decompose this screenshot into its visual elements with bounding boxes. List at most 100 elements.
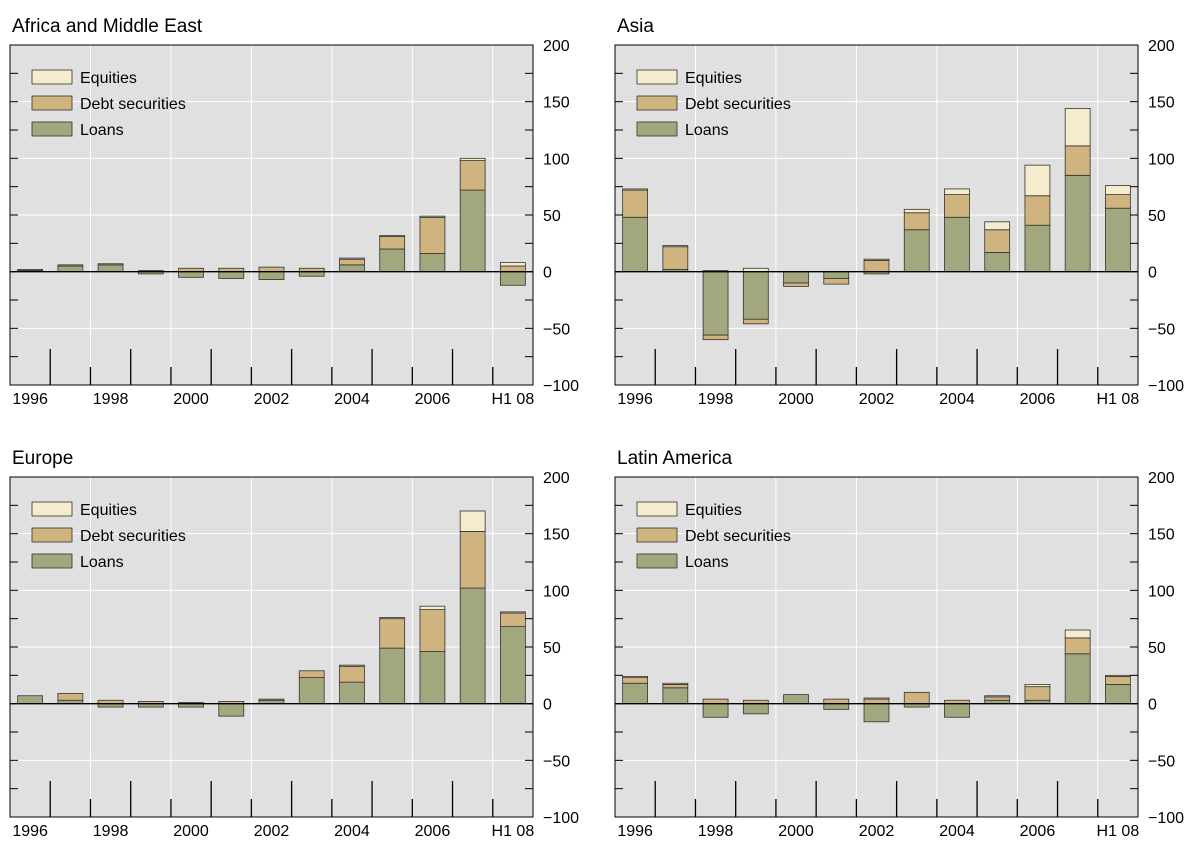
bar-segment-loans <box>944 216 970 273</box>
bar-segment-debt-securities <box>97 263 124 266</box>
bar-segment-loans <box>662 687 689 705</box>
bar-segment-debt-securities <box>17 268 43 271</box>
y-tick-label: 50 <box>543 208 561 225</box>
x-tick-label: 2000 <box>173 823 209 840</box>
bar-segment-equities <box>622 188 648 191</box>
bar-segment-debt-securities <box>662 246 689 270</box>
legend-label-debt-securities: Debt securities <box>685 528 791 545</box>
bar-segment-debt-securities <box>1064 145 1091 176</box>
y-tick-label: −100 <box>1148 810 1184 827</box>
chart-asia: Asia −100 −50 0 50 100 150 200 1996 1998 2000 2002… <box>605 0 1184 410</box>
legend-label-equities: Equities <box>80 502 137 519</box>
y-tick-label: 100 <box>1148 151 1175 168</box>
y-tick-label: 100 <box>543 151 570 168</box>
legend-swatch-loans <box>31 121 73 137</box>
legend-label-debt-securities: Debt securities <box>80 528 186 545</box>
bar-segment-loans <box>1064 174 1091 273</box>
x-tick-label: 2002 <box>859 823 895 840</box>
bar-segment-equities <box>1024 164 1051 197</box>
bar-segment-debt-securities <box>783 282 809 287</box>
bar-segment-debt-securities <box>339 665 365 683</box>
bar-segment-debt-securities <box>500 612 526 627</box>
bar-segment-debt-securities <box>459 531 486 589</box>
bar-segment-loans <box>500 626 526 705</box>
bar-segment-loans <box>944 703 970 718</box>
bar-segment-loans <box>218 271 245 279</box>
bar-segment-debt-securities <box>57 693 84 701</box>
bar-segment-equities <box>500 262 526 267</box>
y-tick-label: −100 <box>543 810 579 827</box>
bar-segment-equities <box>662 245 689 248</box>
bar-segment-loans <box>622 682 648 705</box>
bar-segment-debt-securities <box>1064 637 1091 655</box>
bar-segment-loans <box>17 695 43 705</box>
bar-segment-loans <box>339 681 365 705</box>
y-tick-label: 200 <box>1148 470 1175 487</box>
bar-segment-loans <box>1105 683 1131 705</box>
bar-segment-loans <box>742 703 769 715</box>
bar-segment-loans <box>57 265 84 273</box>
legend-label-equities: Equities <box>685 502 742 519</box>
bar-segment-loans <box>419 253 446 273</box>
bar-segment-debt-securities <box>622 189 648 218</box>
bar-segment-debt-securities <box>500 265 526 273</box>
bar-segment-debt-securities <box>944 194 970 218</box>
bar-segment-loans <box>903 229 930 273</box>
bar-segment-loans <box>702 703 729 718</box>
bar-segment-equities <box>419 605 446 610</box>
chart-svg: −100 −50 0 50 100 150 200 1996 1998 2000 2002 2004 2… <box>614 38 1184 408</box>
bar-segment-equities <box>1105 674 1131 677</box>
bar-segment-equities <box>1064 108 1091 147</box>
bar-segment-equities <box>339 664 365 667</box>
bar-segment-equities <box>500 611 526 614</box>
legend-swatch-loans <box>636 121 678 137</box>
x-tick-label: 2006 <box>415 823 451 840</box>
x-tick-label: 2006 <box>1020 391 1056 408</box>
y-tick-label: 150 <box>1148 95 1175 112</box>
bar-segment-loans <box>702 271 729 336</box>
x-tick-label: 1996 <box>12 391 48 408</box>
chart-latin-america: Latin America −100 −50 0 50 100 150 200 1996 199… <box>605 432 1184 842</box>
legend-swatch-equities <box>31 69 73 85</box>
y-tick-label: 200 <box>543 470 570 487</box>
bar-segment-debt-securities <box>1105 194 1131 209</box>
legend-swatch-loans <box>31 553 73 569</box>
bar-segment-loans <box>97 264 124 273</box>
x-tick-label: 2002 <box>859 391 895 408</box>
bar-segment-loans <box>1105 207 1131 273</box>
bar-segment-equities <box>419 215 446 218</box>
bar-segment-loans <box>984 251 1011 273</box>
y-tick-label: −100 <box>543 378 579 395</box>
bar-segment-equities <box>339 257 365 260</box>
y-tick-label: −100 <box>1148 378 1184 395</box>
bar-segment-loans <box>863 703 890 723</box>
chart-svg: −100 −50 0 50 100 150 200 1996 1998 2000 2002 2004 2… <box>9 470 579 840</box>
legend-label-loans: Loans <box>80 122 124 139</box>
bar-segment-debt-securities <box>379 236 406 250</box>
bar-segment-equities <box>622 676 648 678</box>
legend-swatch-debt-securities <box>31 527 73 543</box>
bar-segment-loans <box>459 587 486 705</box>
y-tick-label: 0 <box>1148 265 1157 282</box>
chart-title: Latin America <box>617 448 733 469</box>
bar-segment-loans <box>298 677 325 705</box>
bar-segment-loans <box>459 189 486 273</box>
chart-africa-middle-east: Africa and Middle East −100 −50 0 50 100 150 2… <box>0 0 579 410</box>
legend-swatch-debt-securities <box>636 527 678 543</box>
chart-europe: Europe −100 −50 0 50 100 150 200 1996 1998 2000 20… <box>0 432 579 842</box>
bar-segment-loans <box>1024 224 1051 273</box>
x-tick-label: 1998 <box>698 391 734 408</box>
y-tick-label: −50 <box>543 321 570 338</box>
y-tick-label: 50 <box>1148 640 1166 657</box>
bar-segment-debt-securities <box>1105 676 1131 685</box>
x-tick-label: 2006 <box>1020 823 1056 840</box>
bar-segment-debt-securities <box>57 264 84 267</box>
bar-segment-debt-securities <box>863 259 890 273</box>
x-tick-label: 2002 <box>254 823 290 840</box>
legend-swatch-debt-securities <box>636 95 678 111</box>
bar-segment-equities <box>459 157 486 161</box>
x-tick-label: H1 08 <box>1097 823 1140 840</box>
bar-segment-debt-securities <box>419 216 446 254</box>
y-tick-label: 100 <box>543 583 570 600</box>
y-tick-label: 0 <box>1148 697 1157 714</box>
